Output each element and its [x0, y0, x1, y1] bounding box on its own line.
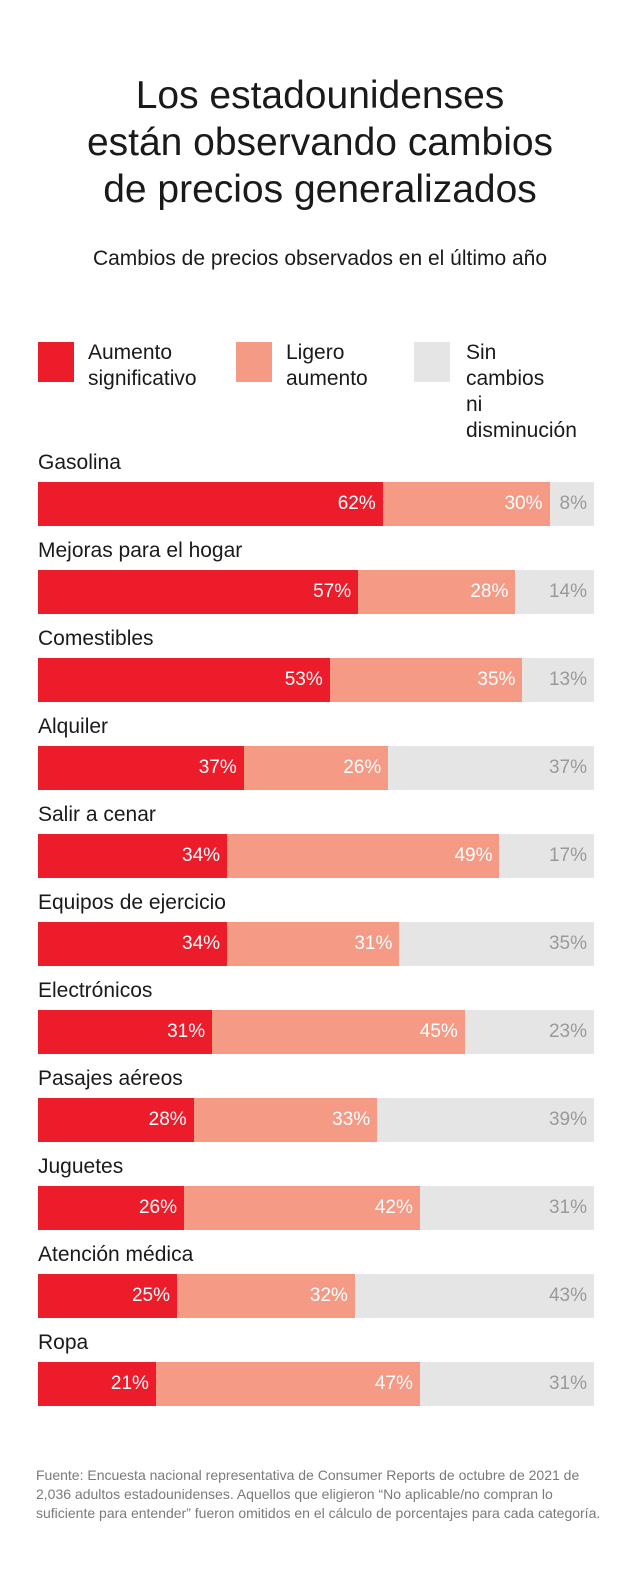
bar-none-equipos-de-ejercicio: [399, 922, 594, 966]
legend-swatch-slight: [236, 342, 272, 382]
bar-none-ropa: [419, 1362, 594, 1406]
value-label-slight-comestibles: 35%: [477, 669, 516, 690]
value-label-slight-atencion-medica: 32%: [309, 1285, 348, 1306]
category-label-ropa: Ropa: [38, 1331, 89, 1354]
category-label-mejoras-para-el-hogar: Mejoras para el hogar: [38, 539, 243, 562]
value-label-none-juguetes: 31%: [548, 1197, 587, 1218]
value-label-significant-atencion-medica: 25%: [131, 1285, 170, 1306]
bar-significant-juguetes: [38, 1186, 185, 1230]
value-label-none-comestibles: 13%: [548, 669, 587, 690]
value-label-none-mejoras-para-el-hogar: 14%: [548, 581, 587, 602]
value-label-slight-gasolina: 30%: [504, 493, 543, 514]
value-label-none-gasolina: 8%: [559, 493, 587, 514]
value-label-significant-alquiler: 37%: [198, 757, 237, 778]
bar-none-pasajes-aereos: [377, 1098, 594, 1142]
bar-slight-salir-a-cenar: [227, 834, 500, 878]
bar-significant-gasolina: [38, 482, 383, 526]
category-label-electronicos: Electrónicos: [38, 979, 153, 1002]
bar-none-comestibles: [522, 658, 594, 702]
category-label-atencion-medica: Atención médica: [38, 1243, 194, 1266]
bar-significant-atencion-medica: [38, 1274, 177, 1318]
chart-title: Los estadounidenses están observando cam…: [86, 74, 554, 211]
value-label-significant-juguetes: 26%: [138, 1197, 178, 1218]
category-label-salir-a-cenar: Salir a cenar: [38, 803, 156, 826]
bar-none-salir-a-cenar: [499, 834, 594, 878]
legend-label-none: Sin cambios ni disminución: [466, 341, 577, 442]
category-label-pasajes-aereos: Pasajes aéreos: [38, 1067, 183, 1090]
legend: Aumento significativo Ligero aumento Sin…: [0, 340, 640, 442]
source-note: Fuente: Encuesta nacional representativa…: [36, 1467, 601, 1521]
bar-slight-juguetes: [184, 1186, 420, 1230]
bar-slight-alquiler: [243, 746, 389, 790]
category-label-alquiler: Alquiler: [38, 715, 109, 738]
bar-slight-equipos-de-ejercicio: [227, 922, 400, 966]
value-label-significant-equipos-de-ejercicio: 34%: [182, 933, 221, 954]
category-label-juguetes: Juguetes: [38, 1155, 124, 1178]
category-label-gasolina: Gasolina: [38, 451, 121, 474]
value-label-slight-juguetes: 42%: [374, 1197, 413, 1218]
bar-significant-comestibles: [38, 658, 330, 702]
legend-label-slight: Ligero aumento: [286, 341, 368, 390]
value-label-none-ropa: 31%: [548, 1373, 587, 1394]
bar-none-alquiler: [388, 746, 594, 790]
value-label-slight-electronicos: 45%: [419, 1021, 458, 1042]
bar-significant-ropa: [38, 1362, 156, 1406]
value-label-slight-salir-a-cenar: 49%: [454, 845, 493, 866]
bar-none-gasolina: [549, 482, 594, 526]
value-label-none-equipos-de-ejercicio: 35%: [548, 933, 587, 954]
bar-significant-salir-a-cenar: [38, 834, 228, 878]
bar-slight-comestibles: [329, 658, 523, 702]
value-label-significant-electronicos: 31%: [167, 1021, 206, 1042]
bar-significant-equipos-de-ejercicio: [38, 922, 228, 966]
value-label-slight-ropa: 47%: [374, 1373, 413, 1394]
bar-none-juguetes: [419, 1186, 594, 1230]
value-label-none-pasajes-aereos: 39%: [548, 1109, 587, 1130]
bar-none-electronicos: [464, 1010, 594, 1054]
value-label-slight-mejoras-para-el-hogar: 28%: [470, 581, 509, 602]
bar-slight-pasajes-aereos: [193, 1098, 378, 1142]
bar-significant-electronicos: [38, 1010, 213, 1054]
bar-slight-mejoras-para-el-hogar: [358, 570, 516, 614]
value-label-significant-mejoras-para-el-hogar: 57%: [313, 581, 352, 602]
value-label-none-atencion-medica: 43%: [548, 1285, 587, 1306]
value-label-none-electronicos: 23%: [548, 1021, 587, 1042]
value-label-none-salir-a-cenar: 17%: [548, 845, 587, 866]
bar-none-mejoras-para-el-hogar: [515, 570, 594, 614]
bar-slight-ropa: [155, 1362, 420, 1406]
value-label-significant-gasolina: 62%: [337, 493, 376, 514]
value-label-none-alquiler: 37%: [548, 757, 587, 778]
legend-swatch-significant: [38, 342, 74, 382]
value-label-slight-equipos-de-ejercicio: 31%: [354, 933, 393, 954]
bar-none-atencion-medica: [354, 1274, 594, 1318]
value-label-slight-pasajes-aereos: 33%: [332, 1109, 371, 1130]
value-label-significant-salir-a-cenar: 34%: [182, 845, 221, 866]
bar-slight-gasolina: [382, 482, 550, 526]
category-label-equipos-de-ejercicio: Equipos de ejercicio: [38, 891, 226, 914]
value-label-significant-pasajes-aereos: 28%: [148, 1109, 187, 1130]
category-label-comestibles: Comestibles: [38, 627, 154, 650]
bar-slight-electronicos: [212, 1010, 465, 1054]
value-label-significant-comestibles: 53%: [284, 669, 323, 690]
value-label-significant-ropa: 21%: [110, 1373, 149, 1394]
value-label-slight-alquiler: 26%: [343, 757, 382, 778]
bar-significant-alquiler: [38, 746, 244, 790]
legend-swatch-none: [414, 342, 450, 382]
bar-significant-pasajes-aereos: [38, 1098, 194, 1142]
bar-significant-mejoras-para-el-hogar: [38, 570, 359, 614]
bar-slight-atencion-medica: [177, 1274, 355, 1318]
legend-label-significant: Aumento significativo: [88, 341, 197, 390]
chart-subtitle: Cambios de precios observados en el últi…: [92, 247, 548, 270]
